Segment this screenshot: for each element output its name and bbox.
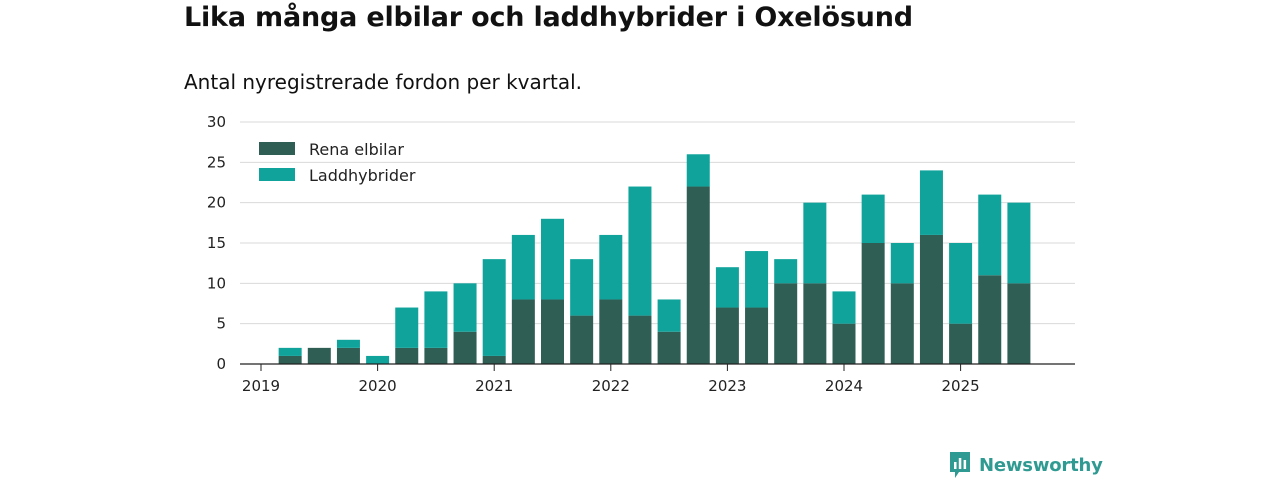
newsworthy-brand: Newsworthy — [948, 450, 1103, 480]
bar-segment-rena-elbilar — [657, 331, 681, 364]
bar-segment-laddhybrider — [336, 339, 360, 348]
y-tick-label: 0 — [216, 355, 226, 373]
bar-segment-rena-elbilar — [395, 347, 419, 364]
y-tick-label: 10 — [207, 274, 226, 292]
bar-segment-rena-elbilar — [686, 186, 710, 364]
chart-title: Lika många elbilar och laddhybrider i Ox… — [184, 2, 913, 33]
bar-segment-rena-elbilar — [745, 307, 769, 364]
x-tick-label: 2019 — [242, 377, 280, 395]
x-tick-label: 2020 — [359, 377, 397, 395]
bar-segment-laddhybrider — [482, 259, 506, 356]
newsworthy-logo-icon — [950, 452, 970, 478]
bar-segment-rena-elbilar — [861, 243, 885, 364]
y-tick-label: 20 — [207, 194, 226, 212]
bar-segment-laddhybrider — [919, 170, 943, 235]
bar-segment-laddhybrider — [628, 186, 652, 316]
bar-segment-rena-elbilar — [978, 275, 1002, 364]
bar-segment-laddhybrider — [570, 259, 594, 316]
bar-segment-laddhybrider — [424, 291, 448, 348]
bar-segment-laddhybrider — [511, 234, 535, 300]
bar-segment-laddhybrider — [1007, 202, 1031, 284]
bar-segment-rena-elbilar — [628, 315, 652, 364]
legend-swatch — [259, 168, 295, 181]
bar-segment-laddhybrider — [366, 355, 390, 364]
bar-segment-rena-elbilar — [1007, 283, 1031, 364]
bar-segment-laddhybrider — [686, 154, 710, 187]
brand-name: Newsworthy — [979, 454, 1103, 476]
chart-subtitle: Antal nyregistrerade fordon per kvartal. — [184, 70, 583, 94]
x-tick-label: 2021 — [475, 377, 513, 395]
y-tick-label: 30 — [207, 113, 226, 131]
legend-label: Rena elbilar — [309, 140, 404, 159]
x-tick-label: 2025 — [942, 377, 980, 395]
bar-segment-laddhybrider — [774, 259, 798, 284]
bar-segment-laddhybrider — [832, 291, 856, 324]
bar-segment-laddhybrider — [541, 218, 564, 300]
x-tick-label: 2023 — [708, 377, 746, 395]
bar-segment-laddhybrider — [395, 307, 419, 348]
legend-label: Laddhybrider — [309, 166, 416, 185]
bar-segment-laddhybrider — [890, 243, 914, 284]
bar-segment-rena-elbilar — [570, 315, 594, 364]
bar-segment-rena-elbilar — [482, 355, 506, 364]
bar-segment-rena-elbilar — [803, 283, 827, 364]
bar-segment-laddhybrider — [657, 299, 681, 332]
x-tick-label: 2024 — [825, 377, 863, 395]
x-tick-label: 2022 — [592, 377, 630, 395]
bar-segment-rena-elbilar — [774, 283, 798, 364]
bar-segment-rena-elbilar — [890, 283, 914, 364]
y-tick-label: 25 — [207, 153, 226, 171]
bar-segment-laddhybrider — [861, 194, 885, 243]
legend-swatch — [259, 142, 295, 155]
bar-segment-laddhybrider — [745, 251, 769, 308]
y-tick-label: 15 — [207, 234, 226, 252]
bar-segment-rena-elbilar — [919, 234, 943, 364]
bar-segment-laddhybrider — [949, 243, 973, 324]
bar-segment-laddhybrider — [715, 267, 739, 308]
bar-segment-laddhybrider — [278, 347, 302, 356]
bar-segment-laddhybrider — [803, 202, 827, 284]
bar-segment-rena-elbilar — [599, 299, 623, 364]
bar-segment-rena-elbilar — [453, 331, 477, 364]
bar-segment-rena-elbilar — [715, 307, 739, 364]
bar-segment-rena-elbilar — [949, 323, 973, 364]
bar-segment-rena-elbilar — [336, 347, 360, 364]
bar-segment-laddhybrider — [599, 234, 623, 300]
bar-segment-rena-elbilar — [424, 347, 448, 364]
bar-segment-rena-elbilar — [278, 355, 302, 364]
y-tick-label: 5 — [216, 315, 226, 333]
bar-segment-rena-elbilar — [307, 347, 331, 364]
bar-segment-laddhybrider — [453, 283, 477, 332]
bar-segment-rena-elbilar — [511, 299, 535, 364]
bar-segment-rena-elbilar — [832, 323, 856, 364]
bar-segment-laddhybrider — [978, 194, 1002, 276]
bar-segment-rena-elbilar — [541, 299, 564, 364]
